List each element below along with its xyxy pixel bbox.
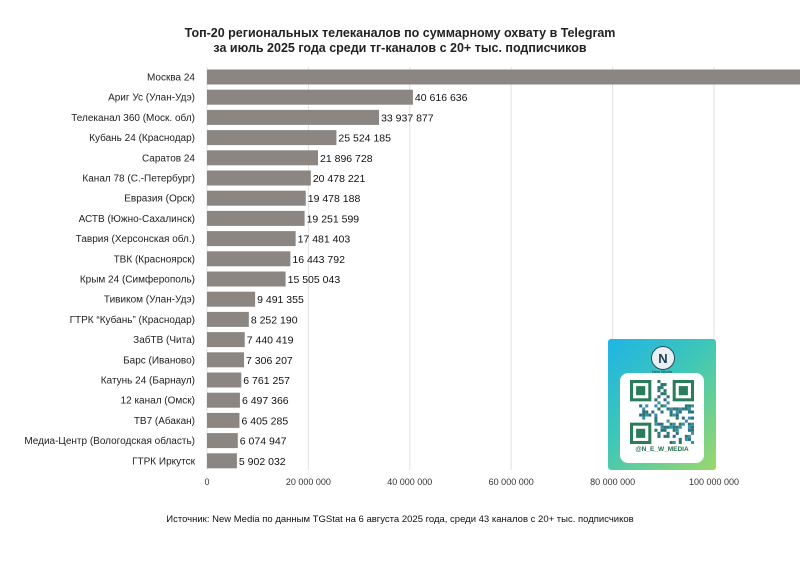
bar xyxy=(207,150,319,166)
chart-title-line1: Топ-20 региональных телеканалов по сумма… xyxy=(184,26,616,40)
value-label: 16 443 792 xyxy=(292,254,345,266)
bar xyxy=(207,69,800,85)
value-label: 6 761 257 xyxy=(243,375,290,387)
category-label: ГТРК Иркутск xyxy=(132,456,196,467)
bar xyxy=(207,291,256,307)
category-label: ТВ7 (Абакан) xyxy=(134,415,195,427)
chart-title: Топ-20 региональных телеканалов по сумма… xyxy=(0,26,800,56)
category-label: Телеканал 360 (Моск. обл) xyxy=(71,112,195,124)
bar xyxy=(207,392,240,408)
bar xyxy=(207,412,240,428)
category-label: Таврия (Херсонская обл.) xyxy=(76,233,195,245)
value-label: 6 405 285 xyxy=(241,415,288,427)
bar xyxy=(207,130,337,146)
bar xyxy=(207,210,305,226)
category-label: Канал 78 (С.-Петербург) xyxy=(82,173,195,185)
x-tick-label: 60 000 000 xyxy=(489,477,534,487)
category-label: АСТВ (Южно-Сахалинск) xyxy=(79,214,195,225)
value-label: 7 440 419 xyxy=(247,335,294,347)
value-label: 19 478 188 xyxy=(308,193,361,205)
bar xyxy=(207,311,249,327)
category-label: Москва 24 xyxy=(147,73,195,84)
source-note: Источник: New Media по данным TGStat на … xyxy=(166,514,634,525)
qr-code-icon[interactable] xyxy=(630,380,694,444)
category-label: Саратов 24 xyxy=(142,153,195,164)
x-tick-label: 0 xyxy=(204,477,209,487)
channel-handle[interactable]: @N_E_W_MEDIA xyxy=(635,446,689,453)
value-label: 19 251 599 xyxy=(307,213,360,225)
value-label: 17 481 403 xyxy=(298,234,351,246)
chart-title-line2: за июль 2025 года среди тг-каналов с 20+… xyxy=(213,41,587,55)
category-label: Медиа-Центр (Вологодская область) xyxy=(24,435,195,447)
x-tick-label: 100 000 000 xyxy=(689,477,739,487)
category-label: 12 канал (Омск) xyxy=(121,396,195,407)
bar xyxy=(207,372,242,388)
category-label: Катунь 24 (Барнаул) xyxy=(101,376,195,387)
value-label: 25 524 185 xyxy=(338,133,391,145)
category-label: Ариг Ус (Улан-Удэ) xyxy=(108,93,195,104)
x-tick-label: 20 000 000 xyxy=(286,477,331,487)
value-label: 8 252 190 xyxy=(251,314,298,326)
category-label: Тивиком (Улан-Удэ) xyxy=(104,295,195,306)
value-label: 33 937 877 xyxy=(381,112,434,124)
bar xyxy=(207,433,238,449)
category-label: Кубань 24 (Краснодар) xyxy=(89,132,195,144)
bar xyxy=(207,271,286,287)
bar xyxy=(207,89,413,105)
value-label: 6 074 947 xyxy=(240,436,287,448)
logo-letter: N xyxy=(658,350,668,366)
value-label: 9 491 355 xyxy=(257,294,304,306)
value-label: 40 616 636 xyxy=(415,92,468,104)
category-label: Евразия (Орск) xyxy=(124,194,195,205)
logo-caption: New Media xyxy=(651,369,672,374)
category-label: Крым 24 (Симферополь) xyxy=(80,274,195,286)
category-label: ТВК (Красноярск) xyxy=(114,254,195,265)
bar xyxy=(207,190,306,206)
x-tick-label: 40 000 000 xyxy=(387,477,432,487)
value-label: 7 306 207 xyxy=(246,355,293,367)
value-label: 15 505 043 xyxy=(288,274,341,286)
bar xyxy=(207,231,296,247)
value-label: 6 497 366 xyxy=(242,395,289,407)
bar xyxy=(207,251,291,267)
category-label: ЗабТВ (Чита) xyxy=(133,334,195,346)
value-label: 5 902 032 xyxy=(239,456,286,468)
bar xyxy=(207,453,237,469)
bar xyxy=(207,109,380,125)
qr-card[interactable]: @N_E_W_MEDIA xyxy=(620,373,704,463)
new-media-logo: N xyxy=(651,346,675,370)
category-label: Барс (Иваново) xyxy=(123,355,195,366)
value-label: 20 478 221 xyxy=(313,173,366,185)
x-tick-label: 80 000 000 xyxy=(590,477,635,487)
category-label: ГТРК “Кубань” (Краснодар) xyxy=(70,314,195,326)
bar xyxy=(207,170,311,186)
value-label: 21 896 728 xyxy=(320,153,373,165)
bar xyxy=(207,352,245,368)
promo-card[interactable]: N New Media @N_E_W_MEDIA xyxy=(608,339,716,470)
bar xyxy=(207,332,245,348)
